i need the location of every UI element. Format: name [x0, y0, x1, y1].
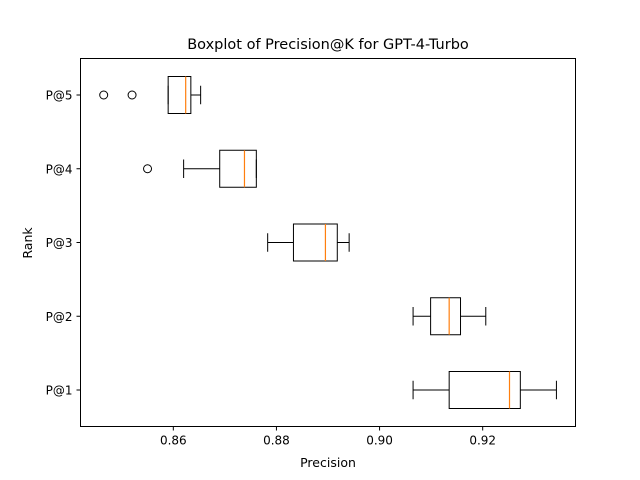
y-axis-label: Rank [20, 227, 35, 259]
y-tick-label: P@5 [46, 89, 73, 103]
x-tick-label: 0.88 [263, 434, 290, 448]
x-axis-label: Precision [300, 455, 356, 470]
y-tick-label: P@1 [46, 384, 73, 398]
box-P@3 [292, 223, 338, 262]
outlier-point [127, 90, 137, 100]
box-P@5 [167, 76, 192, 114]
plot-area: 0.86 0.88 0.90 0.92 P@1 P@2 P@3 P@4 P@5 [46, 76, 557, 448]
box-P@2 [430, 297, 462, 336]
outlier-point [143, 164, 153, 174]
y-tick-label: P@4 [46, 162, 73, 176]
x-tick-label: 0.86 [160, 434, 187, 448]
box-P@1 [448, 371, 521, 409]
outlier-point [99, 90, 109, 100]
y-tick-label: P@2 [46, 310, 73, 324]
x-tick-label: 0.90 [366, 434, 393, 448]
box-P@4 [219, 149, 257, 188]
y-tick-label: P@3 [46, 236, 73, 250]
x-tick-label: 0.92 [469, 434, 496, 448]
axes-frame [80, 58, 576, 427]
chart-title: Boxplot of Precision@K for GPT-4-Turbo [187, 37, 469, 53]
